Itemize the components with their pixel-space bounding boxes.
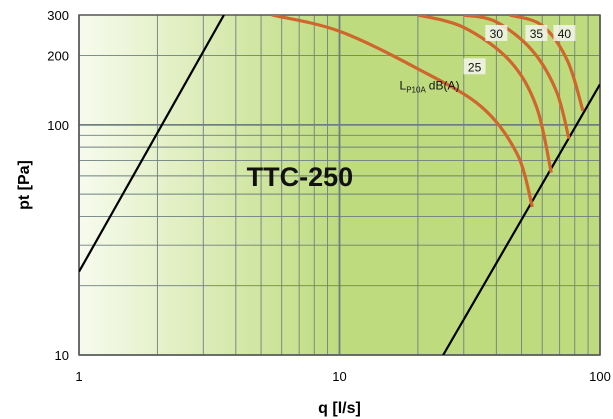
series-label-subscript: P10A xyxy=(406,85,426,94)
curve-label-bg-40 xyxy=(553,25,576,41)
chart-title: TTC-250 xyxy=(247,162,354,192)
curve-label-bg-30 xyxy=(485,25,508,41)
y-axis-label: pt [Pa] xyxy=(16,160,33,210)
limit-lines xyxy=(79,15,600,355)
plot-frame xyxy=(78,14,601,356)
curve-label-30: 30 xyxy=(490,27,504,41)
curve-35 xyxy=(463,15,571,140)
y-tick-label: 10 xyxy=(55,348,69,363)
curve-label-bg-35 xyxy=(525,25,548,41)
x-tick-label: 1 xyxy=(75,369,82,384)
series-label-unit: dB(A) xyxy=(429,78,460,92)
limit-line-2 xyxy=(442,83,600,355)
limit-line-1 xyxy=(79,15,225,273)
x-tick-label: 10 xyxy=(332,369,346,384)
x-tick-label: 100 xyxy=(589,369,611,384)
curve-label-35: 35 xyxy=(530,27,544,41)
y-tick-label: 100 xyxy=(47,118,69,133)
curve-label-40: 40 xyxy=(558,27,572,41)
x-axis-label: q [l/s] xyxy=(318,400,361,417)
curve-30 xyxy=(417,15,553,173)
series-label-main: L xyxy=(400,78,407,92)
curve-label-25: 25 xyxy=(468,60,482,74)
curve-label-bg-25 xyxy=(463,58,486,75)
y-tick-label: 300 xyxy=(47,8,69,23)
series-label: LP10A dB(A) xyxy=(400,78,460,94)
curve-labels: 25 30 35 40 xyxy=(463,25,576,75)
tick-labels: 1 10 100 10 100 200 300 xyxy=(47,8,611,384)
curve-25 xyxy=(271,15,534,208)
y-tick-label: 200 xyxy=(47,49,69,64)
